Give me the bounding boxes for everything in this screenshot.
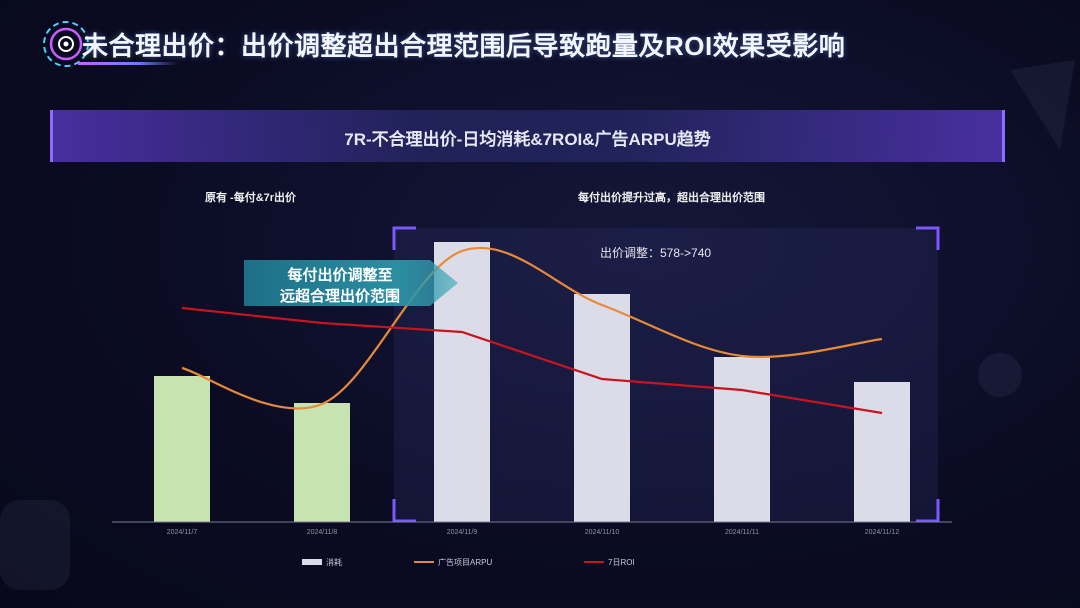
callout-text-line1: 每付出价调整至 bbox=[287, 267, 393, 284]
bar-2024/11/8 bbox=[294, 403, 350, 522]
callout-text-line2: 远超合理出价范围 bbox=[279, 288, 400, 305]
x-tick-label: 2024/11/7 bbox=[167, 529, 198, 536]
series-line-arpu bbox=[181, 246, 883, 410]
callout-arrow-icon bbox=[244, 260, 458, 306]
x-tick-label: 2024/11/8 bbox=[307, 529, 338, 536]
highlight-corner-0 bbox=[392, 226, 416, 250]
x-tick-label: 2024/11/10 bbox=[585, 529, 620, 536]
bar-2024/11/12 bbox=[854, 382, 910, 522]
x-tick-label: 2024/11/9 bbox=[447, 529, 478, 536]
legend-label: 广告项目ARPU bbox=[438, 557, 492, 567]
legend-label: 消耗 bbox=[326, 557, 342, 567]
x-tick-label: 2024/11/11 bbox=[725, 529, 759, 536]
bar-2024/11/7 bbox=[154, 376, 210, 522]
chart-title-banner: 7R-不合理出价-日均消耗&7ROI&广告ARPU趋势 bbox=[50, 110, 1005, 162]
bar-2024/11/10 bbox=[574, 294, 630, 522]
legend-label: 7日ROI bbox=[608, 558, 635, 567]
page-title: 未合理出价：出价调整超出合理范围后导致跑量及ROI效果受影响 bbox=[82, 31, 846, 61]
legend-swatch-0 bbox=[302, 559, 322, 565]
x-tick-label: 2024/11/12 bbox=[865, 529, 900, 536]
target-logo-icon bbox=[43, 21, 89, 67]
after-adjustment-label: 每付出价提升过高，超出合理出价范围 bbox=[578, 192, 765, 204]
bar-2024/11/11 bbox=[714, 357, 770, 522]
highlight-corner-1 bbox=[916, 226, 940, 250]
bid-change-note: 出价调整：578->740 bbox=[600, 246, 712, 260]
highlight-corner-2 bbox=[392, 499, 416, 523]
chart-title: 7R-不合理出价-日均消耗&7ROI&广告ARPU趋势 bbox=[344, 130, 711, 149]
bid-callout: 每付出价调整至 远超合理出价范围 bbox=[244, 258, 460, 308]
series-line-roi bbox=[181, 306, 883, 415]
title-underline bbox=[78, 62, 178, 65]
before-adjustment-label: 原有 -每付&7r出价 bbox=[205, 192, 297, 204]
highlight-corner-3 bbox=[916, 499, 940, 523]
